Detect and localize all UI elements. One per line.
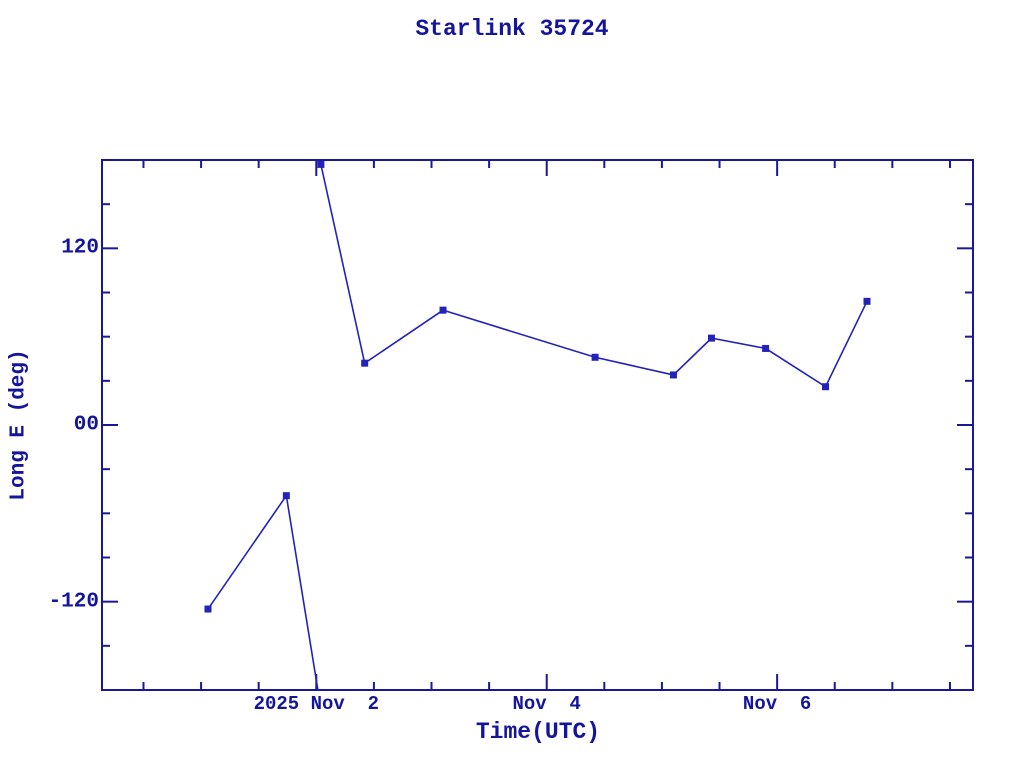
chart-title: Starlink 35724: [415, 16, 609, 42]
x-tick-label-nov2: 2025 Nov 2: [253, 693, 379, 715]
y-axis-title: Long E (deg): [7, 349, 31, 501]
x-tick-label-nov4: Nov 4: [512, 693, 581, 715]
x-tick-label-nov6: Nov 6: [742, 693, 812, 715]
x-axis-title: Time(UTC): [475, 719, 601, 745]
y-tick-label-120: 120: [61, 236, 99, 260]
y-tick-label-0: 00: [73, 413, 99, 437]
y-tick-label-neg120: -120: [48, 590, 99, 614]
